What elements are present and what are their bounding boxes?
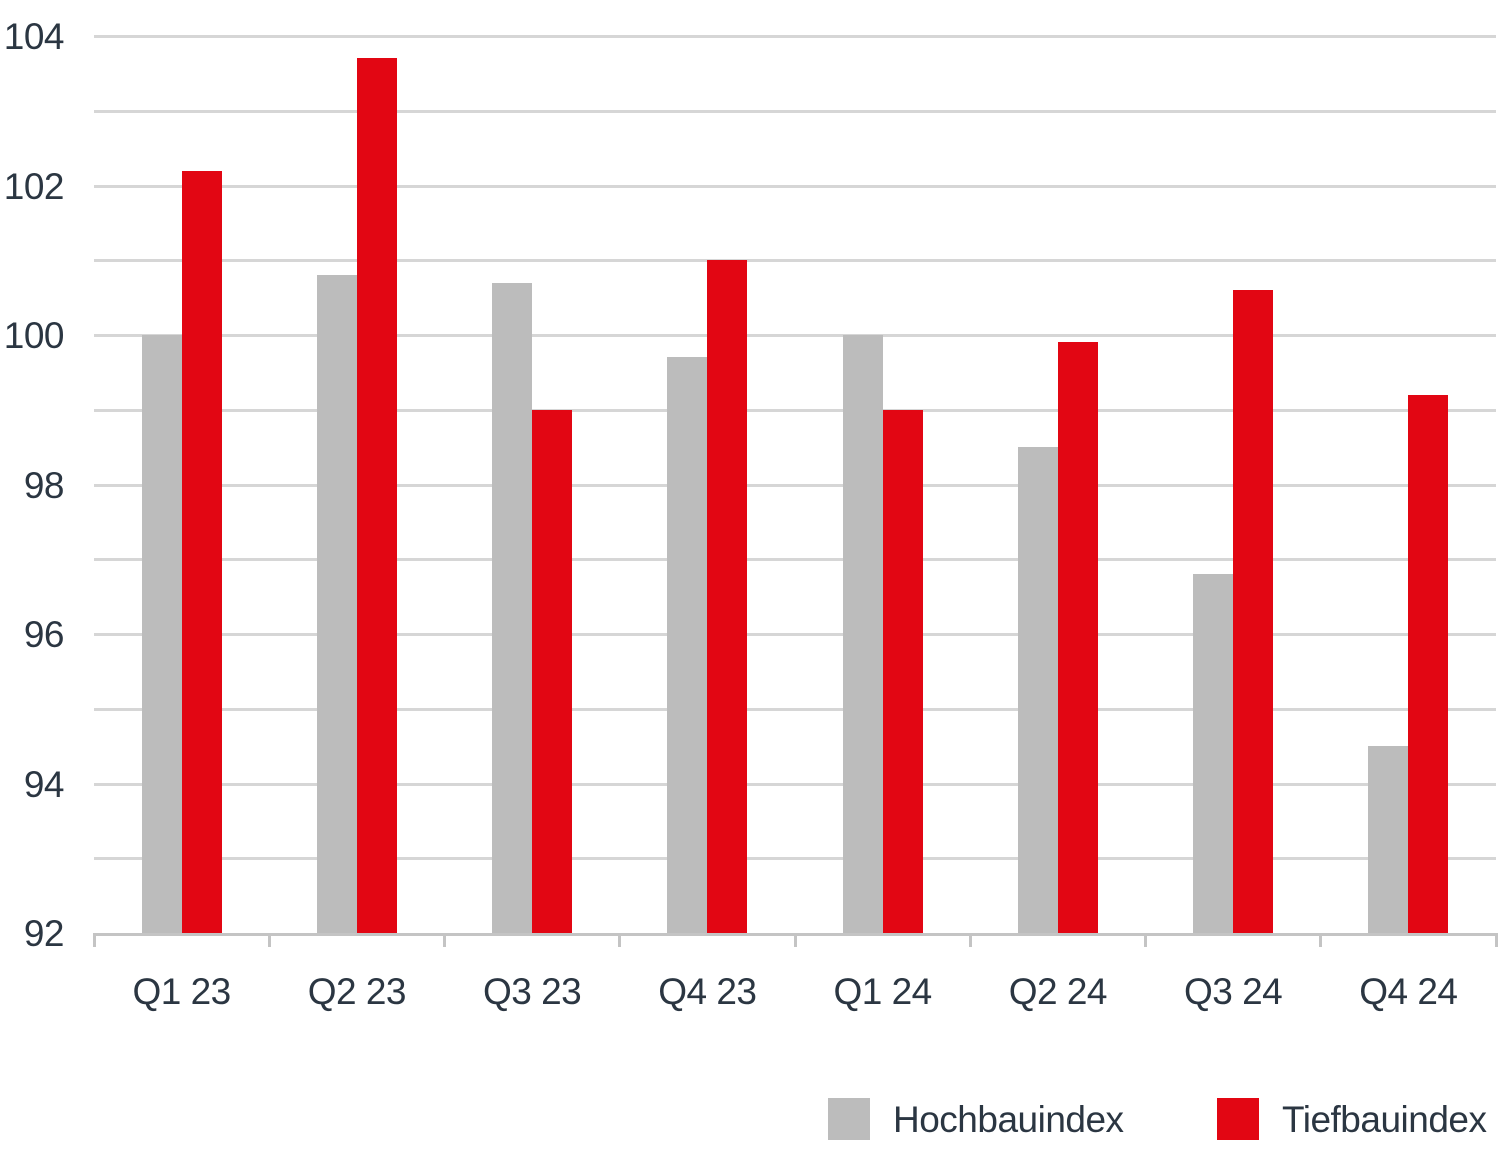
y-gridline-97 bbox=[94, 558, 1496, 562]
x-axis-tick bbox=[443, 933, 446, 947]
x-axis-tick bbox=[968, 933, 972, 947]
plot-area: 92 94 96 98 100 102 104 Q1 23 Q2 23 Q3 23 Q4 23 Q1 … bbox=[4, 18, 1498, 1010]
bar-tiefbauindex-q1-23 bbox=[181, 170, 222, 933]
x-axis-label-q1-24: Q1 24 bbox=[833, 971, 932, 1012]
x-axis-label-q4-23: Q4 23 bbox=[658, 971, 757, 1012]
y-gridline-99 bbox=[94, 408, 1496, 412]
x-axis-label-q2-24: Q2 24 bbox=[1008, 971, 1108, 1012]
y-axis-label-94: 94 bbox=[23, 763, 65, 805]
bar-tiefbauindex-q2-24 bbox=[1057, 342, 1098, 933]
bar-tiefbauindex-q4-23 bbox=[707, 260, 748, 933]
bar-hochbauindex-q1-23 bbox=[141, 335, 182, 933]
y-gridline-101 bbox=[94, 259, 1496, 263]
x-axis-tick bbox=[92, 933, 96, 947]
y-axis-label-100: 100 bbox=[3, 315, 65, 357]
y-gridline-102 bbox=[94, 184, 1496, 188]
legend-label-hochbauindex: Hochbauindex bbox=[893, 1098, 1124, 1140]
y-axis-label-96: 96 bbox=[23, 614, 65, 656]
y-gridline-96 bbox=[94, 633, 1496, 636]
bar-tiefbauindex-q2-23 bbox=[356, 58, 397, 933]
x-axis-tick bbox=[267, 933, 271, 947]
bar-tiefbauindex-q3-24 bbox=[1233, 290, 1274, 933]
bar-hochbauindex-q4-24 bbox=[1368, 746, 1409, 933]
bar-hochbauindex-q1-24 bbox=[842, 335, 883, 933]
legend-label-tiefbauindex: Tiefbauindex bbox=[1282, 1098, 1487, 1140]
y-gridline-100 bbox=[94, 334, 1496, 337]
x-axis-label-q3-24: Q3 24 bbox=[1183, 971, 1283, 1012]
bar-hochbauindex-q3-24 bbox=[1193, 574, 1234, 933]
legend-swatch-tiefbauindex bbox=[1217, 1098, 1259, 1140]
x-axis-label-q1-23: Q1 23 bbox=[132, 971, 231, 1012]
y-axis-label-92: 92 bbox=[23, 913, 65, 955]
y-axis-label-102: 102 bbox=[3, 165, 65, 207]
y-gridline-95 bbox=[94, 707, 1496, 711]
x-axis-tick bbox=[1319, 933, 1323, 947]
x-axis-tick bbox=[1494, 933, 1498, 947]
x-axis-tick bbox=[618, 933, 622, 947]
x-axis-label-q2-23: Q2 23 bbox=[307, 971, 407, 1012]
bar-hochbauindex-q3-23 bbox=[492, 282, 533, 933]
legend-item-tiefbauindex: Tiefbauindex bbox=[1217, 1098, 1487, 1140]
legend: Hochbauindex Tiefbauindex bbox=[0, 1098, 1500, 1140]
bar-tiefbauindex-q1-24 bbox=[882, 409, 923, 933]
y-axis-label-104: 104 bbox=[3, 16, 65, 58]
y-gridline-104 bbox=[94, 35, 1496, 38]
y-axis-label-98: 98 bbox=[23, 464, 65, 506]
bar-tiefbauindex-q3-23 bbox=[532, 409, 573, 933]
legend-swatch-hochbauindex bbox=[828, 1098, 870, 1140]
bar-hochbauindex-q4-23 bbox=[667, 357, 708, 933]
legend-item-hochbauindex: Hochbauindex bbox=[828, 1098, 1124, 1140]
x-axis-tick bbox=[793, 933, 797, 947]
y-gridline-98 bbox=[94, 483, 1496, 487]
x-axis-label-q4-24: Q4 24 bbox=[1359, 971, 1458, 1012]
y-gridline-103 bbox=[94, 109, 1496, 113]
bar-hochbauindex-q2-24 bbox=[1017, 447, 1058, 933]
x-axis-tick bbox=[1144, 933, 1147, 947]
x-axis-label-q3-23: Q3 23 bbox=[482, 971, 582, 1012]
bar-hochbauindex-q2-23 bbox=[316, 275, 357, 933]
y-gridline-94 bbox=[94, 782, 1496, 786]
y-gridline-93 bbox=[94, 857, 1496, 861]
bar-tiefbauindex-q4-24 bbox=[1408, 394, 1449, 933]
